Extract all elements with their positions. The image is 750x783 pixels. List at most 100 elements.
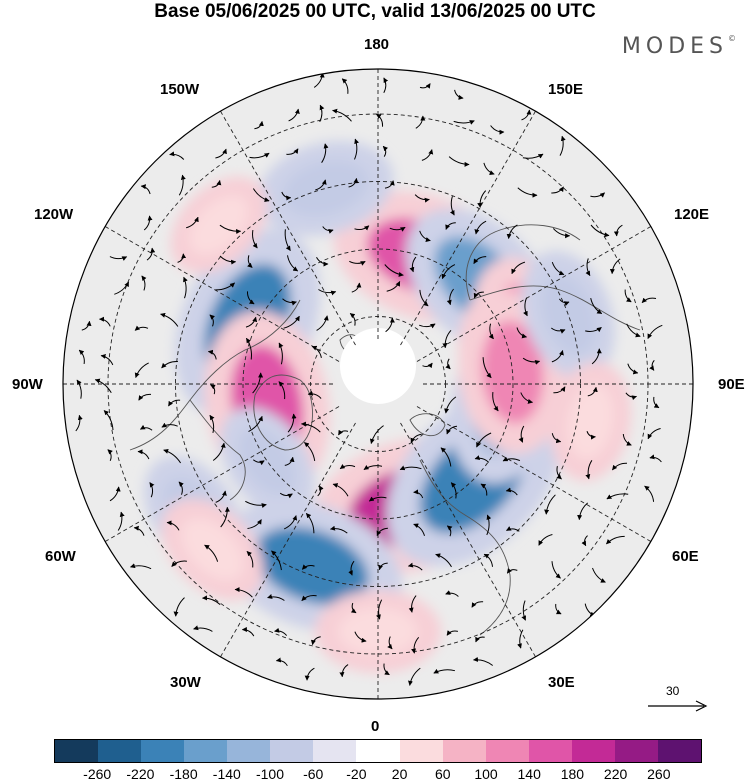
wind-vector (476, 432, 492, 448)
colorbar-tick-label: 260 (647, 766, 671, 782)
wind-vector (609, 258, 621, 275)
wind-vector (76, 379, 82, 399)
wind-vector (241, 626, 255, 637)
positive-anomaly (189, 195, 249, 255)
meridian-line (220, 422, 356, 658)
colorbar-swatch (184, 740, 228, 762)
lon-label-30w: 30W (170, 674, 201, 691)
wind-vector (492, 392, 499, 412)
wind-vector (316, 315, 329, 331)
wind-vector (348, 177, 359, 188)
wind-vector (304, 667, 315, 681)
wind-vector (332, 483, 349, 497)
wind-vector (587, 386, 598, 397)
meridian-line (104, 406, 340, 542)
wind-vector (411, 636, 420, 654)
wind-vector (376, 599, 383, 620)
wind-vector (219, 224, 242, 235)
wind-vector (177, 253, 187, 263)
wind-vector (653, 396, 660, 409)
wind-vector (449, 196, 455, 216)
wind-vector (348, 560, 355, 576)
colorbar-tick-label: -100 (255, 766, 285, 782)
wind-vector (522, 357, 541, 365)
wind-vector (419, 83, 431, 89)
wind-vector (114, 281, 130, 295)
wind-vector (354, 631, 367, 643)
wind-vector (78, 349, 85, 364)
wind-vector (311, 345, 322, 359)
wind-vector (550, 327, 566, 334)
wind-vector (286, 148, 299, 155)
wind-vector (590, 297, 603, 315)
wind-vector (354, 138, 360, 160)
wind-vector (473, 656, 494, 666)
wind-vector (409, 256, 417, 273)
wind-vector (246, 551, 254, 568)
positive-anomaly (181, 518, 244, 581)
wind-vector (248, 415, 263, 433)
wind-vector (407, 562, 423, 571)
wind-vector (477, 190, 487, 208)
wind-vector (249, 152, 270, 159)
colorbar-tick-label: 220 (603, 766, 628, 782)
wind-vector (300, 421, 321, 433)
copyright-mark: © (728, 34, 736, 43)
wind-vector (586, 431, 596, 440)
wind-vector (134, 325, 149, 331)
wind-vector (606, 493, 629, 500)
wind-vector (419, 323, 436, 329)
wind-vector (415, 115, 426, 129)
wind-vector (211, 180, 222, 188)
wind-vector (215, 148, 227, 159)
wind-vector (275, 657, 288, 667)
colorbar-swatch (614, 740, 658, 762)
colorbar-swatch (571, 740, 615, 762)
wind-vector (247, 255, 253, 268)
wind-vector (321, 143, 329, 163)
meridian-line (400, 110, 536, 346)
brand-logo: MODES© (622, 34, 736, 59)
wind-vector (234, 587, 253, 598)
polar-map (62, 68, 694, 700)
wind-vector (171, 560, 187, 567)
wind-vector (521, 109, 532, 121)
wind-vector (475, 636, 485, 643)
wind-vector (422, 362, 433, 369)
wind-vector (307, 390, 322, 399)
wind-vector (544, 494, 556, 515)
wind-vector (139, 424, 153, 431)
wind-vector (520, 392, 533, 404)
wind-vector (383, 663, 390, 676)
wind-vector (440, 447, 452, 467)
lon-label-90e: 90E (718, 376, 745, 393)
wind-vector (220, 506, 230, 528)
wind-vector (215, 282, 235, 291)
wind-vector (505, 487, 518, 496)
wind-vector (435, 553, 452, 568)
wind-vector (450, 482, 457, 499)
wind-vector (274, 627, 288, 636)
lon-label-30e: 30E (548, 674, 575, 691)
wind-vector (332, 108, 352, 122)
wind-vector (369, 425, 384, 444)
wind-vector (511, 261, 526, 275)
colorbar-ticks: -260 -220 -180 -140 -100 -60 -20 20 60 100 140 180 2… (54, 766, 702, 783)
wind-vector (590, 192, 605, 198)
wind-vector (376, 527, 388, 537)
wind-vector (473, 256, 487, 265)
colorbar-swatch (98, 740, 142, 762)
wind-vector (551, 433, 562, 444)
wind-vector (130, 563, 152, 570)
wind-vector (553, 386, 566, 394)
north-america-coast (129, 299, 301, 501)
wind-vector (441, 264, 456, 280)
lon-label-90w: 90W (12, 376, 43, 393)
wind-vector (278, 381, 286, 400)
colorbar-swatch (528, 740, 572, 762)
wind-vector (446, 525, 453, 537)
wind-vector (445, 590, 459, 597)
wind-vector (408, 595, 417, 613)
wind-vector (382, 145, 389, 157)
lon-label-0: 0 (371, 718, 380, 735)
